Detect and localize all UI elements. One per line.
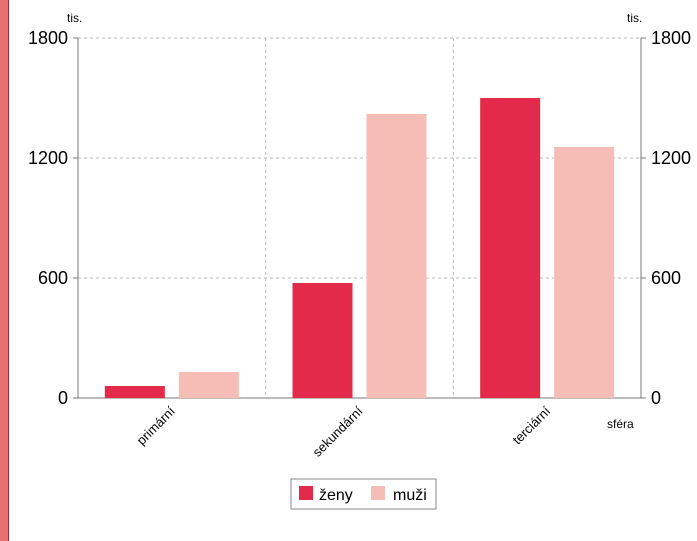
y-tick-label-right: 0 [651,388,661,408]
bar-muži-terciární [554,147,615,398]
bar-ženy-sekundární [292,283,353,398]
legend: ženy muži [290,478,437,510]
bars [104,98,615,398]
legend-swatch-zeny [299,486,313,500]
y-tick-label-left: 600 [38,268,68,288]
legend-swatch-muzi [371,486,385,500]
axes [73,37,646,399]
legend-box [290,478,437,510]
y-tick-label-right: 600 [651,268,681,288]
y-tick-label-left: 0 [58,388,68,408]
y-tick-label-right: 1200 [651,148,691,168]
bar-ženy-primární [104,386,165,398]
x-tick-label: primární [134,403,179,448]
legend-label-zeny: ženy [319,487,353,504]
y-axis-unit-right: tis. [627,11,642,25]
grid-lines [78,37,641,398]
left-accent-stripe [0,0,8,541]
left-accent-stripe-edge [8,0,9,541]
y-tick-label-left: 1200 [28,148,68,168]
legend-label-muzi: muži [393,487,427,504]
y-axis-unit-left: tis. [67,11,82,25]
x-tick-label: terciární [509,403,553,447]
bar-muži-primární [178,372,239,398]
bar-muži-sekundární [366,114,427,398]
x-axis-label: sféra [607,417,634,431]
y-tick-label-right: 1800 [651,28,691,48]
y-tick-label-left: 1800 [28,28,68,48]
x-tick-label: sekundární [310,403,366,459]
bar-ženy-terciární [480,98,541,398]
